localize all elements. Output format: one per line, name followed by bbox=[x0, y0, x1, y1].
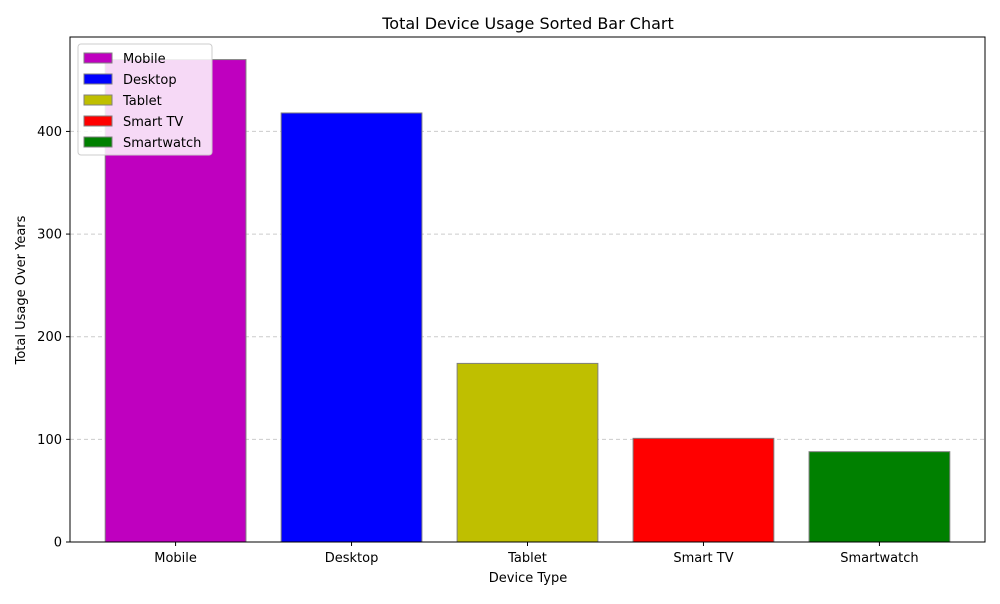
x-tick-label: Smart TV bbox=[673, 551, 733, 566]
y-axis-label: Total Usage Over Years bbox=[14, 215, 29, 365]
legend-label: Smart TV bbox=[123, 115, 183, 130]
x-tick-label: Tablet bbox=[507, 551, 547, 566]
legend-box bbox=[77, 43, 213, 156]
legend-label: Desktop bbox=[123, 73, 177, 88]
bars bbox=[104, 59, 951, 543]
legend-swatch bbox=[83, 115, 113, 127]
legend-swatch bbox=[83, 52, 113, 64]
legend: Mobile Desktop Tablet Smart TV Smartwatch bbox=[77, 43, 213, 156]
plot-frame bbox=[69, 36, 986, 543]
x-tick-label: Mobile bbox=[154, 551, 197, 566]
bar-smart-tv bbox=[632, 437, 775, 543]
y-tick-label: 300 bbox=[37, 228, 62, 243]
y-tick-label: 0 bbox=[54, 536, 62, 551]
legend-label: Mobile bbox=[123, 52, 166, 67]
axes: Mobile Desktop Tablet Smart TV Smartwatch 0 10… bbox=[37, 36, 986, 566]
x-tick-label: Desktop bbox=[325, 551, 379, 566]
legend-swatch bbox=[83, 73, 113, 85]
x-tick-label: Smartwatch bbox=[840, 551, 918, 566]
bar-tablet bbox=[456, 362, 599, 543]
legend-swatch bbox=[83, 94, 113, 106]
legend-label: Tablet bbox=[122, 94, 162, 109]
legend-swatch bbox=[83, 136, 113, 148]
y-tick-label: 200 bbox=[37, 330, 62, 345]
y-tick-label: 100 bbox=[37, 433, 62, 448]
x-axis-label: Device Type bbox=[489, 571, 567, 586]
chart-title: Total Device Usage Sorted Bar Chart bbox=[381, 14, 674, 33]
y-tick-label: 400 bbox=[37, 125, 62, 140]
legend-label: Smartwatch bbox=[123, 136, 201, 151]
bar-smartwatch bbox=[808, 451, 951, 543]
bar-desktop bbox=[280, 112, 423, 543]
